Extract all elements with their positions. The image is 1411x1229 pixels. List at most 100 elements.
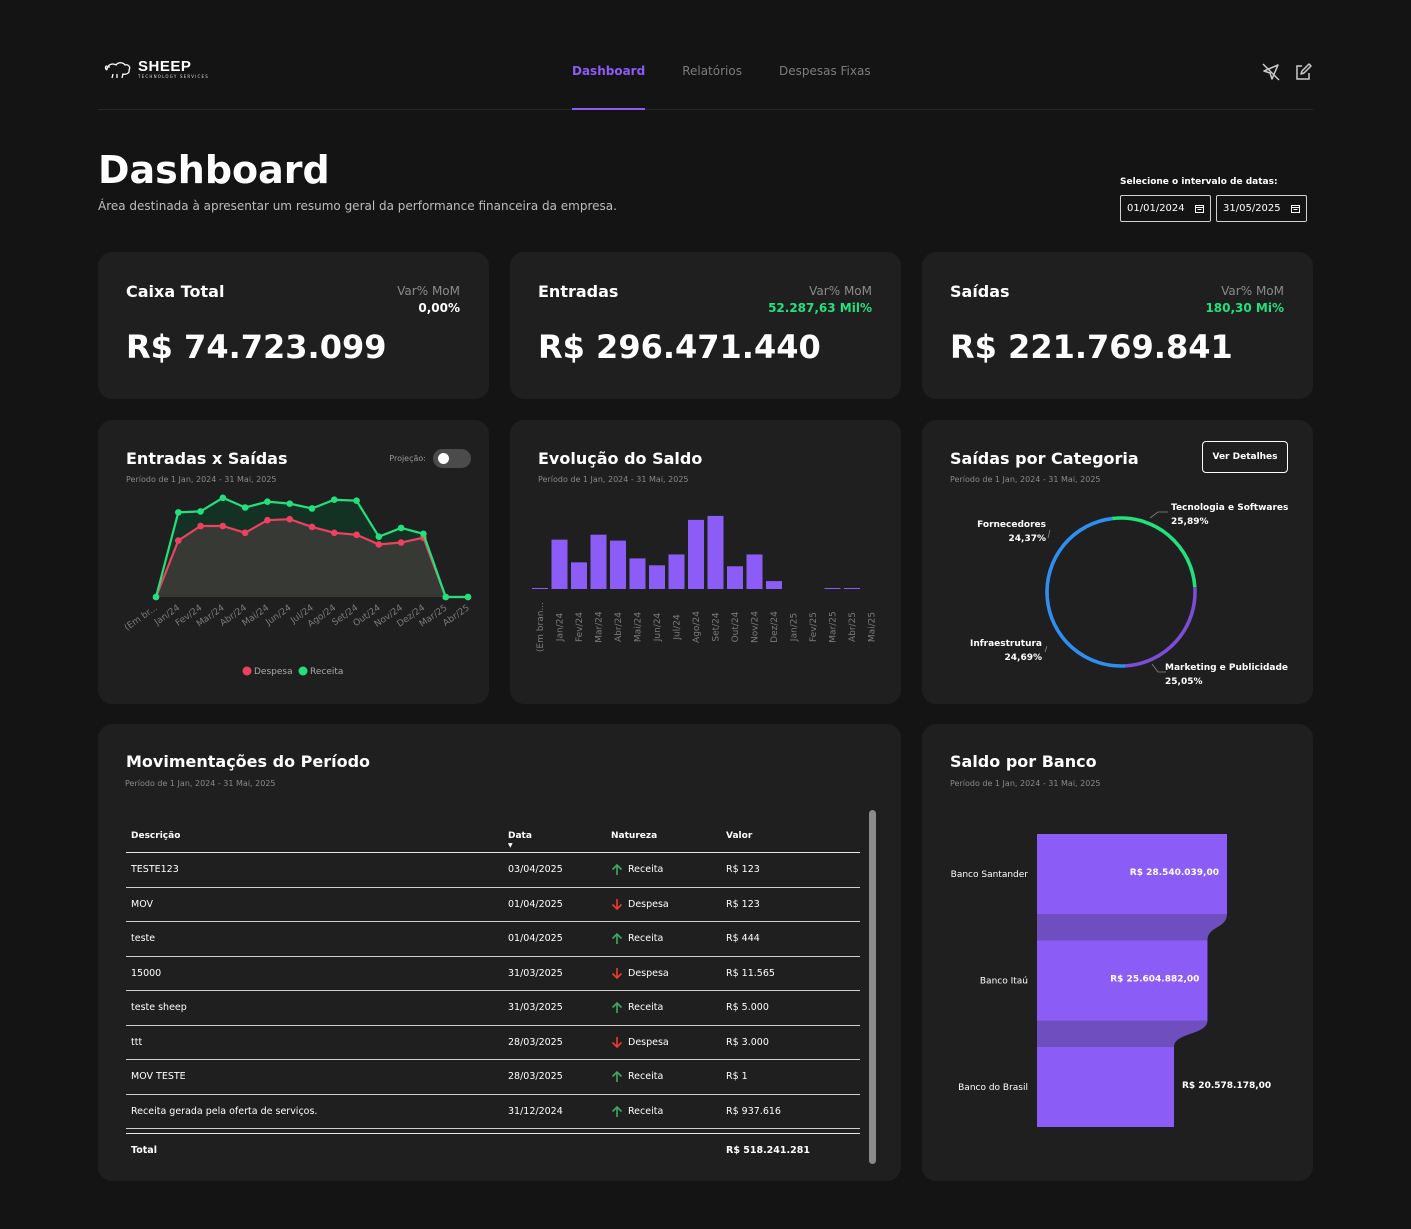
x-tick-label: Jun/24 bbox=[653, 612, 663, 642]
bar-abr-25 bbox=[844, 588, 860, 589]
cell-valor: R$ 5.000 bbox=[726, 1002, 769, 1014]
receita-point bbox=[219, 494, 227, 502]
bank-value: R$ 28.540.039,00 bbox=[1130, 868, 1219, 878]
table-row[interactable]: MOV TESTE 28/03/2025 Receita R$ 1 bbox=[126, 1060, 860, 1095]
bank-value: R$ 25.604.882,00 bbox=[1110, 975, 1199, 985]
x-tick-label: Mar/25 bbox=[829, 611, 839, 642]
col-natureza[interactable]: Natureza bbox=[611, 830, 658, 841]
nav-relatorios[interactable]: Relatórios bbox=[682, 64, 742, 78]
sheep-logo-icon bbox=[104, 62, 131, 79]
receita-point bbox=[241, 504, 249, 511]
total-value: R$ 518.241.281 bbox=[726, 1145, 810, 1156]
bank-label: Banco Santander bbox=[951, 870, 1029, 880]
x-tick-label: Abr/25 bbox=[848, 612, 858, 642]
bar-set-24 bbox=[707, 515, 724, 589]
table-row[interactable]: 15000 31/03/2025 Despesa R$ 11.565 bbox=[126, 957, 860, 991]
chart-period: Período de 1 Jan, 2024 - 31 Mai, 2025 bbox=[126, 475, 277, 484]
x-tick-label: Jan/24 bbox=[556, 613, 566, 643]
receita-point bbox=[174, 509, 182, 516]
cell-data: 31/03/2025 bbox=[508, 967, 563, 979]
receita-point bbox=[330, 496, 338, 504]
donut-chart: Tecnologia e Softwares 25,89% Marketing e … bbox=[970, 503, 1288, 687]
col-data-label: Data bbox=[508, 830, 532, 841]
bar-mai-24 bbox=[629, 558, 646, 589]
cell-natureza: Despesa bbox=[611, 1036, 726, 1049]
cell-natureza: Receita bbox=[611, 932, 726, 945]
brand-name: SHEEP bbox=[138, 58, 192, 75]
kpi-value: R$ 221.769.841 bbox=[950, 328, 1233, 366]
slice-marketing-e-publicidade bbox=[1125, 587, 1197, 668]
despesa-point bbox=[397, 539, 405, 546]
edit-icon[interactable] bbox=[1293, 62, 1313, 82]
cell-descricao: ttt bbox=[131, 1036, 143, 1048]
despesa-point bbox=[375, 541, 383, 548]
receita-point bbox=[353, 497, 360, 504]
leader-line bbox=[1044, 645, 1048, 653]
natureza-label: Receita bbox=[628, 1105, 664, 1117]
nav-despesas-fixas[interactable]: Despesas Fixas bbox=[778, 64, 871, 78]
send-off-icon[interactable] bbox=[1261, 62, 1281, 82]
value-tecnologia: 25,89% bbox=[1171, 517, 1209, 527]
cell-natureza: Despesa bbox=[611, 898, 726, 911]
receita-point bbox=[308, 505, 316, 512]
value-infraestrutura: 24,69% bbox=[1005, 653, 1043, 663]
chart-title: Entradas x Saídas bbox=[126, 449, 288, 468]
sort-desc-icon[interactable]: ▼ bbox=[508, 841, 513, 849]
projection-toggle[interactable] bbox=[433, 449, 471, 468]
natureza-label: Receita bbox=[628, 933, 664, 945]
x-tick-label: Set/24 bbox=[712, 612, 722, 642]
bar-out-24 bbox=[727, 566, 743, 589]
kpi-title: Entradas bbox=[538, 282, 619, 301]
brand-logo[interactable]: SHEEP TECHNOLOGY SERVICES bbox=[104, 58, 209, 80]
table-row[interactable]: ttt 28/03/2025 Despesa R$ 3.000 bbox=[126, 1026, 860, 1060]
despesa-point bbox=[241, 529, 249, 537]
nav-dashboard[interactable]: Dashboard bbox=[572, 48, 646, 110]
x-tick-label: Fev/24 bbox=[575, 612, 585, 642]
cell-descricao: 15000 bbox=[131, 967, 162, 979]
table-scrollbar[interactable] bbox=[869, 810, 876, 1164]
receita-point bbox=[442, 593, 450, 601]
date-range-picker: Selecione o intervalo de datas: 01/01/20… bbox=[1120, 177, 1307, 222]
table-row[interactable]: TESTE123 03/04/2025 Receita R$ 123 bbox=[126, 853, 860, 888]
x-tick-label: Nov/24 bbox=[751, 611, 761, 643]
kpi-var-value: 0,00% bbox=[418, 301, 460, 315]
despesa-point bbox=[219, 522, 227, 530]
slice-tecnologia-e-softwares bbox=[1111, 516, 1197, 588]
table-row[interactable]: Receita gerada pela oferta de serviços. 3… bbox=[126, 1095, 860, 1129]
table-period: Período de 1 Jan, 2024 - 31 Mai, 2025 bbox=[125, 779, 276, 788]
cell-valor: R$ 1 bbox=[726, 1071, 748, 1083]
brand-subtitle: TECHNOLOGY SERVICES bbox=[138, 74, 209, 79]
projection-label: Projeção: bbox=[389, 454, 426, 463]
col-valor[interactable]: Valor bbox=[726, 830, 753, 841]
ver-detalhes-button[interactable]: Ver Detalhes bbox=[1202, 441, 1288, 473]
receita-point bbox=[397, 524, 405, 532]
x-tick-label: Mai/25 bbox=[868, 612, 878, 642]
chart-period: Período de 1 Jan, 2024 - 31 Mai, 2025 bbox=[950, 779, 1101, 788]
x-tick-label: Abr/24 bbox=[614, 612, 624, 642]
table-row[interactable]: MOV 01/04/2025 Despesa R$ 123 bbox=[126, 888, 860, 922]
arrow-up-icon bbox=[611, 1071, 623, 1083]
col-descricao[interactable]: Descrição bbox=[131, 830, 181, 841]
calendar-icon[interactable] bbox=[1195, 204, 1204, 213]
leader-line bbox=[1151, 663, 1166, 673]
label-marketing: Marketing e Publicidade bbox=[1165, 663, 1288, 673]
cell-natureza: Receita bbox=[611, 863, 726, 876]
end-date-input[interactable]: 31/05/2025 bbox=[1216, 195, 1307, 222]
kpi-card-entradas: Entradas Var% MoM 52.287,63 Mil% R$ 296.… bbox=[510, 252, 901, 399]
kpi-title: Caixa Total bbox=[126, 282, 225, 301]
funnel-chart: Banco Santander R$ 28.540.039,00 Banco Ita… bbox=[951, 834, 1271, 1127]
calendar-icon[interactable] bbox=[1291, 204, 1300, 213]
natureza-label: Despesa bbox=[628, 967, 669, 979]
cell-valor: R$ 444 bbox=[726, 933, 760, 945]
table-row[interactable]: teste 01/04/2025 Receita R$ 444 bbox=[126, 922, 860, 957]
end-date-value: 31/05/2025 bbox=[1223, 203, 1281, 214]
bank-label: Banco do Brasil bbox=[958, 1083, 1028, 1093]
table-total-row: Total R$ 518.241.281 bbox=[126, 1133, 860, 1167]
despesa-point bbox=[330, 529, 338, 537]
bank-bar bbox=[1037, 940, 1208, 1021]
table-row[interactable]: teste sheep 31/03/2025 Receita R$ 5.000 bbox=[126, 991, 860, 1026]
col-data[interactable]: Data ▼ bbox=[508, 830, 611, 849]
start-date-input[interactable]: 01/01/2024 bbox=[1120, 195, 1211, 222]
bar-nov-24 bbox=[746, 554, 763, 589]
natureza-label: Receita bbox=[628, 864, 664, 876]
